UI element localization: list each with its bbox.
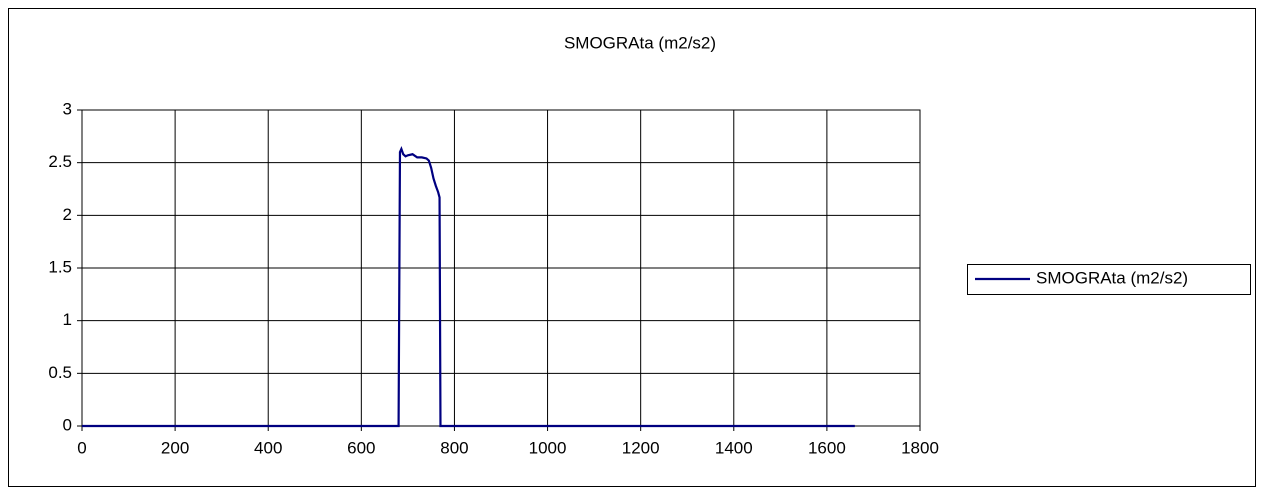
y-tick-label: 2.5 <box>48 152 72 171</box>
y-tick-label: 3 <box>63 99 72 118</box>
legend-label: SMOGRAta (m2/s2) <box>1036 268 1188 287</box>
y-tick-label: 1.5 <box>48 257 72 276</box>
x-tick-label: 1400 <box>715 438 753 457</box>
x-tick-label: 1600 <box>808 438 846 457</box>
x-tick-label: 400 <box>254 438 282 457</box>
x-tick-label: 600 <box>347 438 375 457</box>
x-tick-label: 1200 <box>622 438 660 457</box>
y-tick-label: 2 <box>63 205 72 224</box>
x-tick-label: 800 <box>440 438 468 457</box>
x-tick-label: 0 <box>77 438 86 457</box>
chart-title: SMOGRAta (m2/s2) <box>564 33 716 52</box>
y-tick-label: 0.5 <box>48 363 72 382</box>
y-tick-label: 0 <box>63 415 72 434</box>
x-tick-label: 1800 <box>901 438 939 457</box>
y-tick-label: 1 <box>63 310 72 329</box>
x-tick-label: 200 <box>161 438 189 457</box>
x-tick-label: 1000 <box>529 438 567 457</box>
data-line <box>82 145 855 428</box>
legend-box <box>967 264 1251 295</box>
